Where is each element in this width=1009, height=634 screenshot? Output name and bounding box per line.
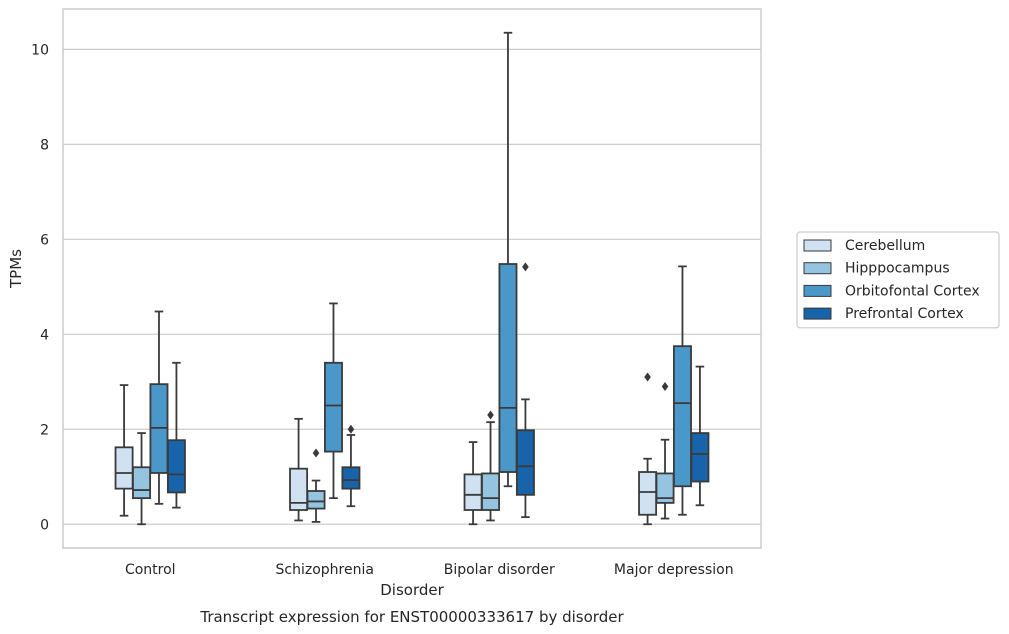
box-prefrontal-cortex	[341, 424, 361, 508]
box-body	[655, 472, 675, 504]
box-body	[690, 432, 710, 483]
y-tick-label: 8	[40, 137, 49, 153]
box-hipppocampus	[481, 410, 500, 522]
x-tick-label: Major depression	[614, 562, 734, 578]
legend: Cerebellum Hipppocampus Orbitofontal Corte…	[796, 231, 1000, 329]
y-tick-label: 4	[40, 327, 49, 343]
box-cerebellum	[289, 417, 309, 522]
box-hipppocampus	[306, 448, 326, 523]
legend-frame	[796, 231, 1000, 329]
plot-frame	[62, 8, 762, 549]
box-prefrontal-cortex	[515, 262, 535, 519]
box-body	[673, 345, 692, 488]
box-body	[114, 446, 134, 490]
box-body	[132, 466, 151, 500]
y-axis-ticks: 0 2 4 6 8 10	[31, 42, 49, 533]
legend-label: Hipppocampus	[845, 261, 950, 277]
box-body	[341, 466, 361, 490]
box-plot-series	[114, 31, 710, 526]
box-orbitofontal-cortex	[324, 302, 343, 500]
x-axis-label: Disorder	[380, 581, 444, 599]
box-cerebellum	[638, 372, 658, 526]
box-body	[289, 467, 309, 511]
chart-caption: Transcript expression for ENST0000033361…	[199, 608, 624, 626]
box-cerebellum	[114, 384, 134, 517]
y-tick-label: 6	[40, 232, 49, 248]
box-body	[638, 471, 658, 516]
box-orbitofontal-cortex	[498, 31, 518, 488]
box-prefrontal-cortex	[166, 361, 186, 509]
box-body	[515, 429, 535, 496]
x-axis-ticks: Control Schizophrenia Bipolar disorder Majo…	[125, 562, 734, 578]
outlier-point	[312, 448, 320, 458]
outlier-point	[661, 382, 669, 392]
legend-label: Prefrontal Cortex	[845, 306, 964, 322]
legend-swatch	[803, 307, 832, 320]
box-prefrontal-cortex	[690, 365, 710, 507]
outlier-point	[522, 262, 529, 272]
box-orbitofontal-cortex	[673, 265, 692, 516]
box-hipppocampus	[132, 432, 151, 526]
legend-swatch	[803, 284, 832, 297]
box-orbitofontal-cortex	[149, 310, 169, 505]
legend-label: Orbitofontal Cortex	[845, 283, 980, 299]
outlier-point	[347, 424, 355, 434]
legend-swatch	[803, 262, 832, 275]
x-tick-label: Bipolar disorder	[444, 562, 555, 578]
box-body	[463, 473, 483, 511]
x-tick-label: Schizophrenia	[276, 562, 374, 578]
y-tick-label: 10	[31, 42, 49, 58]
outlier-point	[487, 410, 494, 420]
box-body	[306, 490, 326, 510]
legend-swatch	[803, 239, 832, 252]
box-body	[481, 472, 500, 511]
box-body	[498, 263, 518, 473]
box-body	[166, 439, 186, 494]
box-body	[324, 361, 343, 453]
box-cerebellum	[463, 441, 483, 526]
legend-label: Cerebellum	[845, 238, 925, 254]
x-tick-label: Control	[125, 562, 176, 578]
y-axis-label: TPMs	[7, 249, 25, 289]
box-hipppocampus	[655, 382, 675, 520]
y-tick-label: 0	[40, 517, 49, 533]
outlier-point	[644, 372, 651, 382]
y-tick-label: 2	[40, 422, 49, 438]
